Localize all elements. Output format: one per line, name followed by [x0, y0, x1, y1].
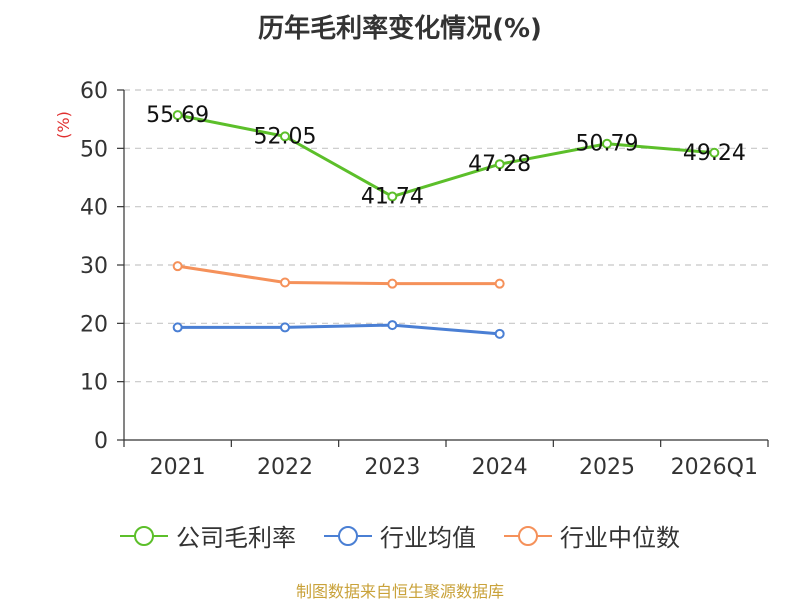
data-point: [387, 320, 398, 331]
data-point: [387, 278, 398, 289]
data-point: [172, 322, 183, 333]
y-tick-label: 20: [80, 312, 108, 337]
data-labels: 55.69 52.05 41.74 47.28 50.79 49.24: [146, 103, 746, 209]
y-tick-label: 40: [80, 196, 108, 221]
legend-label: 行业均值: [380, 524, 476, 552]
data-label: 50.79: [576, 132, 639, 157]
legend-label: 公司毛利率: [176, 524, 296, 552]
x-tick-label: 2022: [257, 455, 313, 480]
data-point: [280, 322, 290, 333]
data-point: [280, 277, 290, 288]
legend-line-marker-icon: [504, 525, 552, 546]
series-lines: [177, 113, 715, 336]
y-axis-unit-label: (%): [54, 111, 73, 139]
chart-title: 历年毛利率变化情况(%): [258, 14, 542, 44]
axes: 0 10 20 30 40 50 60 2021 2022 2023 2024 2025 2026Q1: [80, 79, 769, 480]
data-point: [494, 328, 505, 339]
data-label: 55.69: [146, 103, 209, 128]
series-line-1: [177, 323, 500, 336]
data-label: 49.24: [683, 141, 746, 166]
data-point: [172, 261, 183, 272]
x-tick-label: 2024: [472, 455, 528, 480]
y-tick-label: 30: [80, 254, 108, 279]
legend-item-company-margin[interactable]: 公司毛利率: [120, 518, 296, 553]
data-label: 52.05: [254, 124, 317, 149]
legend-line-marker-icon: [120, 525, 168, 546]
series-line-2: [177, 264, 500, 286]
legend-item-industry-mean[interactable]: 行业均值: [324, 518, 476, 553]
data-point: [494, 159, 505, 170]
y-tick-label: 10: [80, 371, 108, 396]
x-tick-label: 2021: [150, 455, 206, 480]
data-label: 41.74: [361, 185, 424, 210]
data-point: [494, 278, 505, 289]
gridlines: [124, 89, 768, 383]
legend: 公司毛利率 行业均值 行业中位数: [0, 518, 800, 553]
y-tick-label: 60: [80, 79, 108, 104]
x-tick-label: 2026Q1: [671, 455, 758, 480]
data-point: [602, 138, 612, 149]
legend-line-marker-icon: [324, 525, 372, 546]
y-tick-label: 0: [94, 429, 108, 454]
series-points: [172, 110, 720, 339]
data-point: [387, 191, 398, 202]
y-tick-label: 50: [80, 137, 108, 162]
source-note: 制图数据来自恒生聚源数据库: [295, 582, 504, 601]
data-point: [280, 131, 290, 142]
x-tick-label: 2025: [579, 455, 635, 480]
x-tick-label: 2023: [364, 455, 420, 480]
series-line-0: [177, 113, 715, 199]
data-point: [172, 110, 183, 121]
legend-label: 行业中位数: [560, 524, 680, 552]
data-point: [709, 147, 720, 158]
data-label: 47.28: [468, 152, 531, 177]
legend-item-industry-median[interactable]: 行业中位数: [504, 518, 680, 553]
